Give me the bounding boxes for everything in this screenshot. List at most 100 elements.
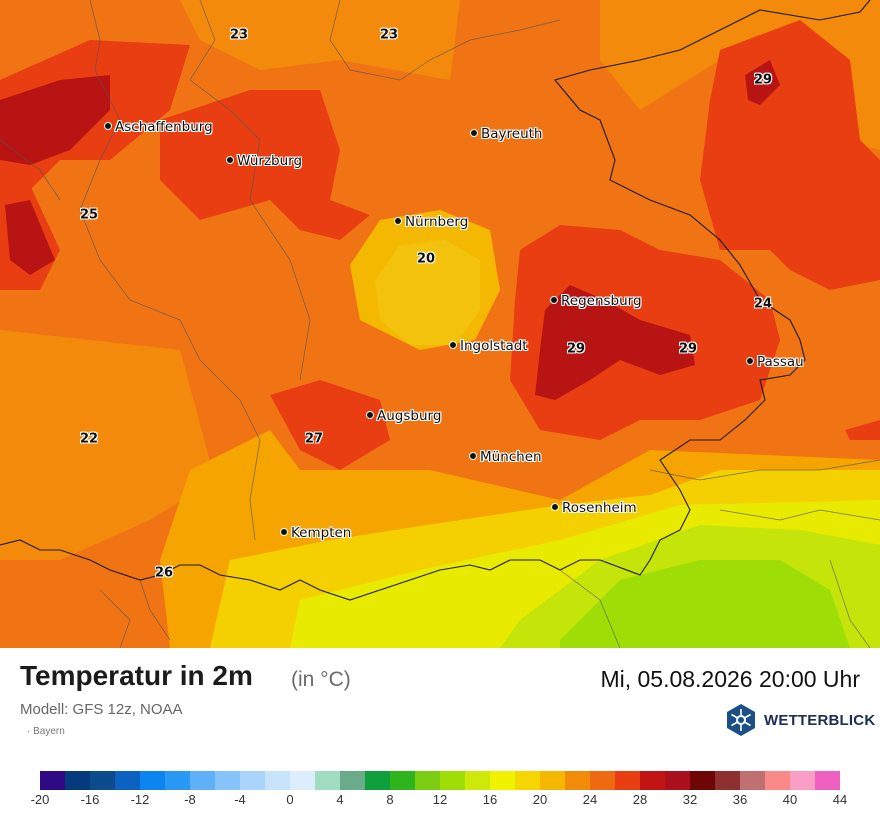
city-wuerzburg: Würzburg: [226, 153, 302, 169]
band-red-ne: [700, 20, 880, 290]
legend-tick-label: 8: [386, 792, 394, 807]
contour-value: 29: [566, 341, 586, 357]
city-marker: [449, 341, 457, 349]
legend-tick-label: 36: [732, 792, 748, 807]
city-label: Ingolstadt: [460, 338, 528, 354]
forecast-datetime: Mi, 05.08.2026 20:00 Uhr: [600, 666, 860, 692]
city-marker: [280, 528, 288, 536]
region-label: Bayern: [27, 726, 65, 737]
band-darkred-ne: [745, 60, 780, 105]
city-kempten: Kempten: [280, 525, 351, 541]
legend-swatch: [165, 771, 190, 790]
legend-swatch: [540, 771, 565, 790]
city-label: Passau: [757, 354, 804, 370]
legend-swatch: [440, 771, 465, 790]
legend-tick-label: 32: [682, 792, 698, 807]
city-nuernberg: Nürnberg: [394, 214, 468, 230]
contour-value: 22: [79, 431, 99, 447]
contour-value: 20: [416, 251, 436, 267]
band-red-augsburg: [270, 380, 390, 470]
legend-swatch: [665, 771, 690, 790]
legend-tick-label: -12: [130, 792, 150, 807]
legend-swatch: [40, 771, 65, 790]
legend-swatch: [565, 771, 590, 790]
legend-swatch: [215, 771, 240, 790]
band-light-orange-north: [180, 0, 460, 80]
legend-swatch: [740, 771, 765, 790]
city-label: Regensburg: [561, 293, 642, 309]
contour-value: 23: [379, 27, 399, 43]
contour-value: 27: [304, 431, 324, 447]
model-info: Modell: GFS 12z, NOAA: [20, 701, 183, 718]
snowflake-sun-hexagon-icon: [727, 704, 755, 736]
legend-swatch: [65, 771, 90, 790]
legend-swatch: [715, 771, 740, 790]
contour-value: 29: [753, 72, 773, 88]
legend-ticks: -20 -16 -12 -8 -4 0 4 8 12 16 20 24 28 32 36 40 44: [0, 792, 880, 808]
legend-tick-label: 4: [336, 792, 344, 807]
band-deep-green-south: [560, 560, 850, 648]
contour-value: 24: [753, 296, 773, 312]
band-darkred-sw: [5, 200, 55, 275]
temperature-map: Aschaffenburg Würzburg Bayreuth Nürnberg…: [0, 0, 880, 648]
legend-swatch: [90, 771, 115, 790]
city-muenchen: München: [469, 449, 542, 465]
legend-tick-label: 20: [532, 792, 548, 807]
contour-value: 23: [229, 27, 249, 43]
city-marker: [226, 156, 234, 164]
city-label: Nürnberg: [405, 214, 469, 230]
legend-swatch: [465, 771, 490, 790]
legend-swatch: [490, 771, 515, 790]
legend-swatch: [390, 771, 415, 790]
city-marker: [104, 122, 112, 130]
legend-tick-label: 16: [482, 792, 498, 807]
city-marker: [469, 452, 477, 460]
band-darkred-aschaffenburg: [0, 75, 110, 165]
city-marker: [746, 357, 754, 365]
legend-tick-label: -4: [234, 792, 246, 807]
city-marker: [551, 503, 559, 511]
city-aschaffenburg: Aschaffenburg: [104, 119, 213, 135]
city-regensburg: Regensburg: [550, 293, 642, 309]
legend-swatch: [365, 771, 390, 790]
legend-swatch: [340, 771, 365, 790]
band-red-wuerzburg: [160, 90, 370, 240]
legend-swatch: [265, 771, 290, 790]
state-borders: [0, 0, 871, 601]
band-darkred-regensburg: [535, 285, 695, 400]
legend-tick-label: -8: [184, 792, 196, 807]
city-marker: [470, 129, 478, 137]
legend-swatch: [590, 771, 615, 790]
legend-swatch: [290, 771, 315, 790]
city-marker: [394, 217, 402, 225]
district-borders: [0, 0, 880, 648]
city-label: Kempten: [291, 525, 352, 541]
band-red-east-edge: [845, 420, 880, 440]
temperature-contours: [0, 0, 880, 648]
legend-tick-label: 44: [832, 792, 848, 807]
legend-swatch: [690, 771, 715, 790]
map-unit: (in °C): [291, 668, 351, 691]
legend-swatch: [415, 771, 440, 790]
city-marker: [366, 411, 374, 419]
band-light-orange-west: [0, 330, 215, 560]
city-bayreuth: Bayreuth: [470, 126, 543, 142]
city-ingolstadt: Ingolstadt: [449, 338, 528, 354]
legend-tick-label: 28: [632, 792, 648, 807]
legend-tick-label: -20: [30, 792, 50, 807]
legend-swatch: [790, 771, 815, 790]
legend-tick-label: 40: [782, 792, 798, 807]
city-label: Augsburg: [377, 408, 442, 424]
map-title: Temperatur in 2m: [20, 660, 253, 691]
legend-tick-label: 24: [582, 792, 598, 807]
color-legend: [40, 771, 840, 790]
contour-value: 25: [79, 207, 99, 223]
legend-tick-label: -16: [80, 792, 100, 807]
legend-swatch: [515, 771, 540, 790]
city-augsburg: Augsburg: [366, 408, 441, 424]
contour-value: 26: [154, 565, 174, 581]
contour-value: 29: [678, 341, 698, 357]
legend-swatch: [615, 771, 640, 790]
brand-logo: WETTERBLICK: [724, 703, 875, 737]
city-label: München: [480, 449, 542, 465]
